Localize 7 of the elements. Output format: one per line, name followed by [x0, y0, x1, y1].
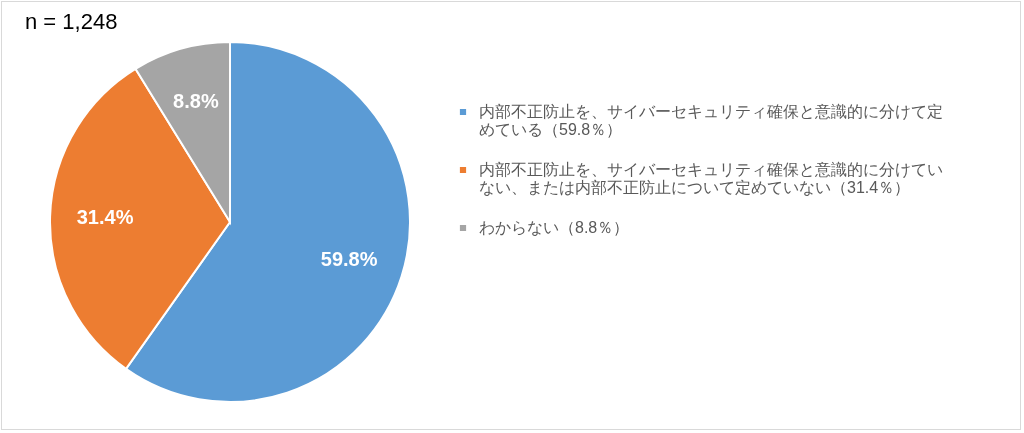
- legend-label: わからない（8.8％）: [479, 219, 630, 236]
- data-label: 59.8%: [320, 247, 378, 270]
- data-label: 31.4%: [76, 206, 134, 229]
- data-label: 8.8%: [173, 89, 219, 112]
- legend-label: 内部不正防止を、サイバーセキュリティ確保と意識的に分けていない、または内部不正防止について定めていない（31.4％）: [479, 161, 943, 196]
- legend-label: 内部不正防止を、サイバーセキュリティ確保と意識的に分けて定めている（59.8％）: [479, 103, 943, 138]
- chart-title: n = 1,248: [25, 9, 118, 34]
